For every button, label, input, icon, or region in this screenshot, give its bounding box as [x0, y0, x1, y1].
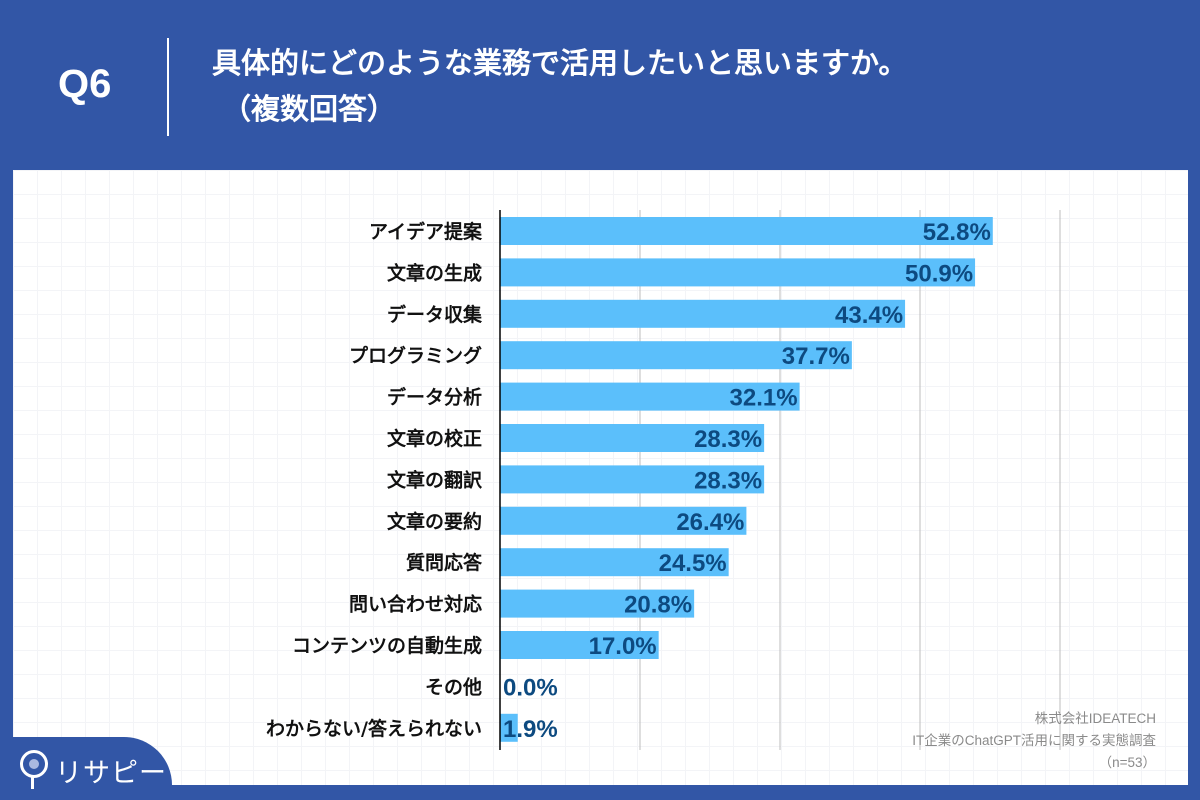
bar [500, 299, 906, 328]
value-label: 17.0% [589, 633, 657, 660]
category-label: データ分析 [387, 386, 482, 409]
value-label: 32.1% [730, 385, 798, 412]
logo-pin-stem [31, 777, 34, 789]
logo: リサピー [0, 737, 172, 800]
category-label: その他 [425, 675, 482, 698]
logo-pin-icon [20, 750, 48, 778]
source-company: 株式会社IDEATECH [1034, 711, 1156, 726]
value-label: 43.4% [835, 302, 903, 329]
value-label: 37.7% [782, 343, 850, 370]
title-line-1: 具体的にどのような業務で活用したいと思いますか。 [212, 46, 908, 80]
category-label: プログラミング [349, 344, 482, 367]
title-line-2: （複数回答） [222, 92, 397, 126]
source-survey: IT企業のChatGPT活用に関する実態調査 [912, 733, 1156, 748]
category-label: 文章の生成 [387, 261, 482, 284]
value-label: 24.5% [659, 550, 727, 577]
bar [500, 506, 747, 535]
page-title: 具体的にどのような業務で活用したいと思いますか。 （複数回答） [212, 40, 907, 132]
value-label: 26.4% [676, 509, 744, 536]
category-label: 文章の要約 [387, 510, 482, 533]
category-label: 問い合わせ対応 [349, 593, 482, 616]
category-label: 質問応答 [406, 551, 483, 574]
bar [500, 382, 800, 411]
value-label: 0.0% [503, 674, 558, 701]
bar [500, 548, 729, 577]
value-label: 50.9% [905, 260, 973, 287]
category-label: 文章の翻訳 [387, 468, 483, 491]
value-label: 28.3% [694, 426, 762, 453]
bar [500, 465, 765, 494]
bar [500, 589, 695, 618]
bar [500, 631, 659, 659]
bar [500, 258, 976, 287]
bar [500, 217, 993, 245]
bar [500, 713, 518, 742]
bar [500, 424, 765, 452]
bar [500, 341, 852, 370]
question-number: Q6 [58, 62, 112, 106]
source-sample: （n=53） [1098, 755, 1156, 770]
category-label: コンテンツの自動生成 [292, 634, 482, 657]
logo-text: リサピー [55, 758, 167, 789]
value-label: 20.8% [624, 592, 692, 619]
header-divider [167, 38, 169, 136]
category-label: わからない/答えられない [266, 717, 482, 740]
value-label: 52.8% [923, 219, 991, 246]
category-label: データ収集 [387, 303, 483, 326]
value-label: 28.3% [694, 467, 762, 494]
source-note: 株式会社IDEATECH IT企業のChatGPT活用に関する実態調査 （n=5… [912, 708, 1156, 774]
category-label: 文章の校正 [387, 427, 482, 450]
value-label: 1.9% [503, 716, 558, 743]
category-label: アイデア提案 [369, 220, 483, 243]
